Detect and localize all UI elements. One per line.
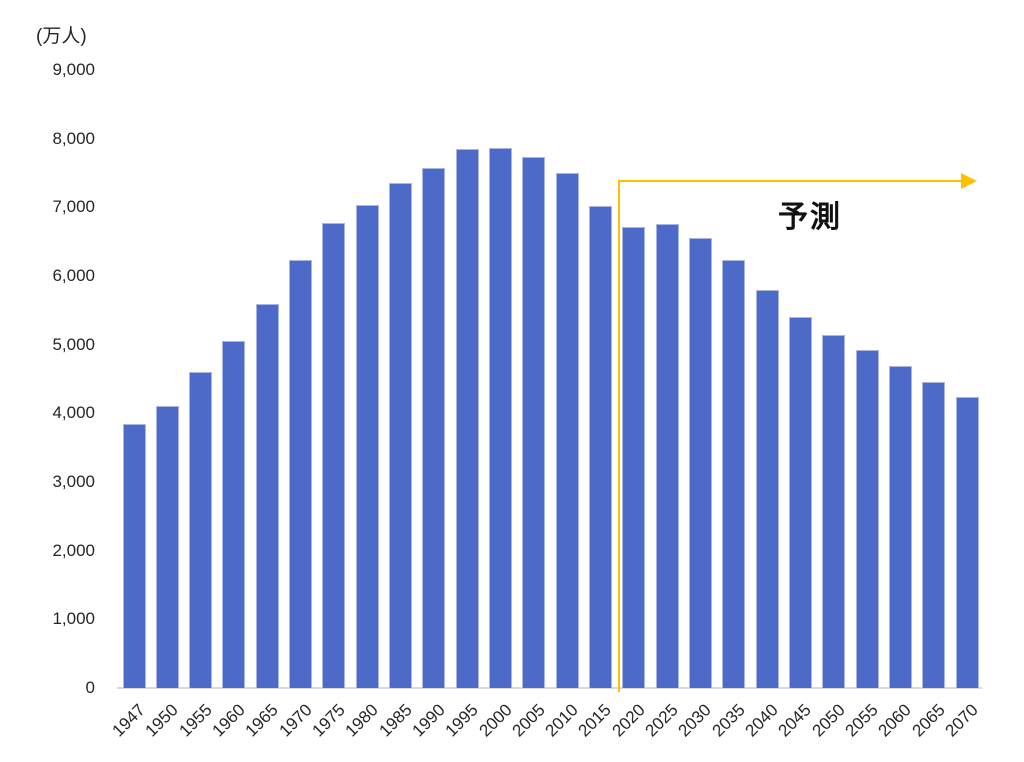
forecast-arrow-line xyxy=(618,180,963,182)
bar-1950 xyxy=(155,406,179,688)
y-tick-label-6000: 6,000 xyxy=(52,266,95,285)
bar-2055 xyxy=(855,350,879,688)
bar-2070 xyxy=(955,396,979,688)
bar-1985 xyxy=(389,183,413,688)
x-axis-line xyxy=(117,687,982,689)
bar-2025 xyxy=(655,223,679,688)
bar-2020 xyxy=(622,226,646,688)
bar-1990 xyxy=(422,167,446,688)
bar-1970 xyxy=(289,260,313,688)
forecast-divider-line xyxy=(618,180,620,692)
y-tick-label-5000: 5,000 xyxy=(52,334,95,354)
bar-2045 xyxy=(788,316,812,688)
bar-2000 xyxy=(489,147,513,688)
bar-2060 xyxy=(888,365,912,688)
bar-2065 xyxy=(922,381,946,688)
bar-2010 xyxy=(555,173,579,688)
y-tick-label-3000: 3,000 xyxy=(52,472,95,491)
y-tick-label-7000: 7,000 xyxy=(52,197,95,217)
forecast-arrowhead-icon xyxy=(961,173,977,189)
bar-1980 xyxy=(355,204,379,688)
y-tick-label-4000: 4,000 xyxy=(52,403,95,423)
forecast-label: 予測 xyxy=(778,201,842,234)
y-tick-label-9000: 9,000 xyxy=(52,60,95,79)
bar-1965 xyxy=(255,304,279,688)
bar-2050 xyxy=(822,335,846,688)
y-axis-unit-label: (万人) xyxy=(36,26,87,47)
y-tick-label-0: 0 xyxy=(85,678,95,697)
y-tick-label-2000: 2,000 xyxy=(52,540,95,560)
bar-1995 xyxy=(455,148,479,688)
y-tick-label-8000: 8,000 xyxy=(52,128,95,148)
bar-2035 xyxy=(722,259,746,688)
bar-1955 xyxy=(189,372,213,688)
bar-2030 xyxy=(688,238,712,688)
bar-2015 xyxy=(588,205,612,688)
bar-1975 xyxy=(322,223,346,688)
bar-2040 xyxy=(755,289,779,688)
bar-1947 xyxy=(122,424,146,688)
bar-1960 xyxy=(222,341,246,688)
y-tick-label-1000: 1,000 xyxy=(52,609,95,629)
bar-2005 xyxy=(522,156,546,688)
